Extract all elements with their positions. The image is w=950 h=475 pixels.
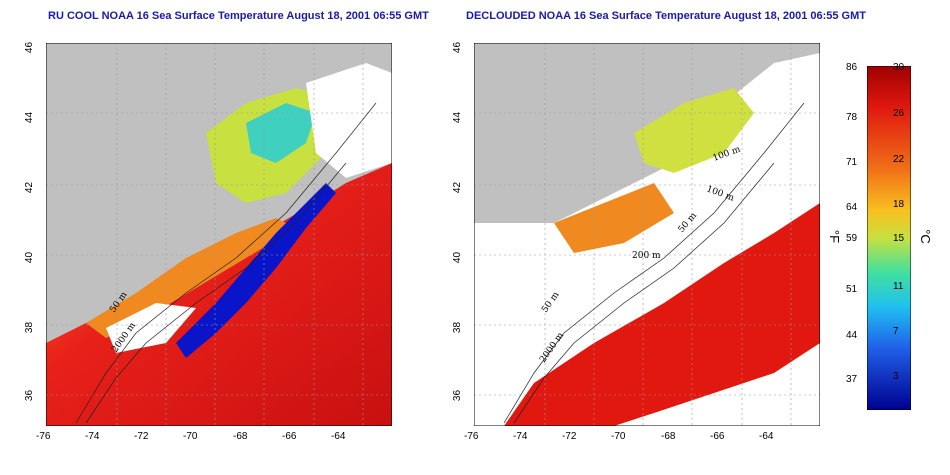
cloud-cover: [306, 63, 392, 178]
colorbar-c-label: 15: [893, 233, 905, 244]
colorbar-f-label: 64: [846, 202, 858, 213]
x-tick: -68: [661, 431, 676, 442]
shelf-water: [86, 218, 296, 338]
x-tick: -76: [464, 431, 479, 442]
colorbar-f-label: 78: [846, 112, 858, 123]
left-map-title: RU COOL NOAA 16 Sea Surface Temperature …: [48, 10, 429, 22]
colorbar-f-label: 37: [846, 374, 858, 385]
colorbar-f-label: 59: [846, 233, 858, 244]
y-tick: 36: [452, 389, 464, 402]
x-tick: -72: [134, 431, 149, 442]
warm-water: [46, 163, 392, 426]
y-tick: 46: [24, 41, 36, 54]
colorbar-c-label: 11: [893, 281, 904, 292]
shelf-water: [554, 183, 674, 253]
bathymetry-contours: [503, 102, 805, 424]
y-tick: 38: [452, 321, 464, 334]
contour-label: 200 m: [632, 251, 661, 261]
y-tick: 42: [24, 181, 36, 194]
celsius-unit: °C: [917, 229, 933, 244]
colorbar-f-label: 44: [846, 330, 858, 341]
lat-lon-grid: [46, 43, 392, 426]
x-tick: -70: [183, 431, 198, 442]
colorbar-c-label: 7: [893, 326, 899, 337]
cold-water-band: [176, 183, 336, 358]
colorbar-f-label: 71: [846, 157, 858, 168]
colorbar-c-label: 3: [893, 371, 899, 382]
colorbar-f-label: 51: [846, 284, 858, 295]
colorbar-c-label: 30: [893, 62, 905, 73]
x-tick: -64: [759, 431, 774, 442]
gulf-of-maine: [634, 88, 754, 173]
x-tick: -66: [710, 431, 725, 442]
temperature-colorbar: [867, 66, 911, 410]
y-tick: 38: [24, 321, 36, 334]
fahrenheit-unit: °F: [827, 229, 843, 244]
ru-cool-sst-map: 50 m 2000 m: [46, 43, 392, 426]
y-tick: 44: [24, 111, 36, 124]
colorbar-c-label: 22: [893, 154, 905, 165]
x-tick: -74: [513, 431, 528, 442]
cool-patch: [246, 103, 316, 163]
colorbar-c-label: 18: [893, 199, 905, 210]
x-tick: -70: [611, 431, 626, 442]
y-tick: 44: [452, 111, 464, 124]
right-map-title: DECLOUDED NOAA 16 Sea Surface Temperatur…: [466, 10, 866, 22]
declouded-sst-map: 100 m 100 m 50 m 200 m 50 m 2000 m: [474, 43, 820, 426]
colorbar-f-label: 86: [846, 62, 858, 73]
x-tick: -66: [282, 431, 297, 442]
y-tick: 36: [24, 389, 36, 402]
x-tick: -76: [36, 431, 51, 442]
bathymetry-contours: [75, 102, 377, 424]
y-tick: 40: [452, 251, 464, 264]
x-tick: -74: [85, 431, 100, 442]
lat-lon-grid: [474, 43, 820, 426]
x-tick: -72: [562, 431, 577, 442]
x-tick: -64: [331, 431, 346, 442]
warm-water: [504, 203, 820, 426]
cloud-cover: [106, 303, 196, 353]
colorbar-c-label: 26: [893, 108, 905, 119]
y-tick: 46: [452, 41, 464, 54]
y-tick: 40: [24, 251, 36, 264]
y-tick: 42: [452, 181, 464, 194]
x-tick: -68: [233, 431, 248, 442]
